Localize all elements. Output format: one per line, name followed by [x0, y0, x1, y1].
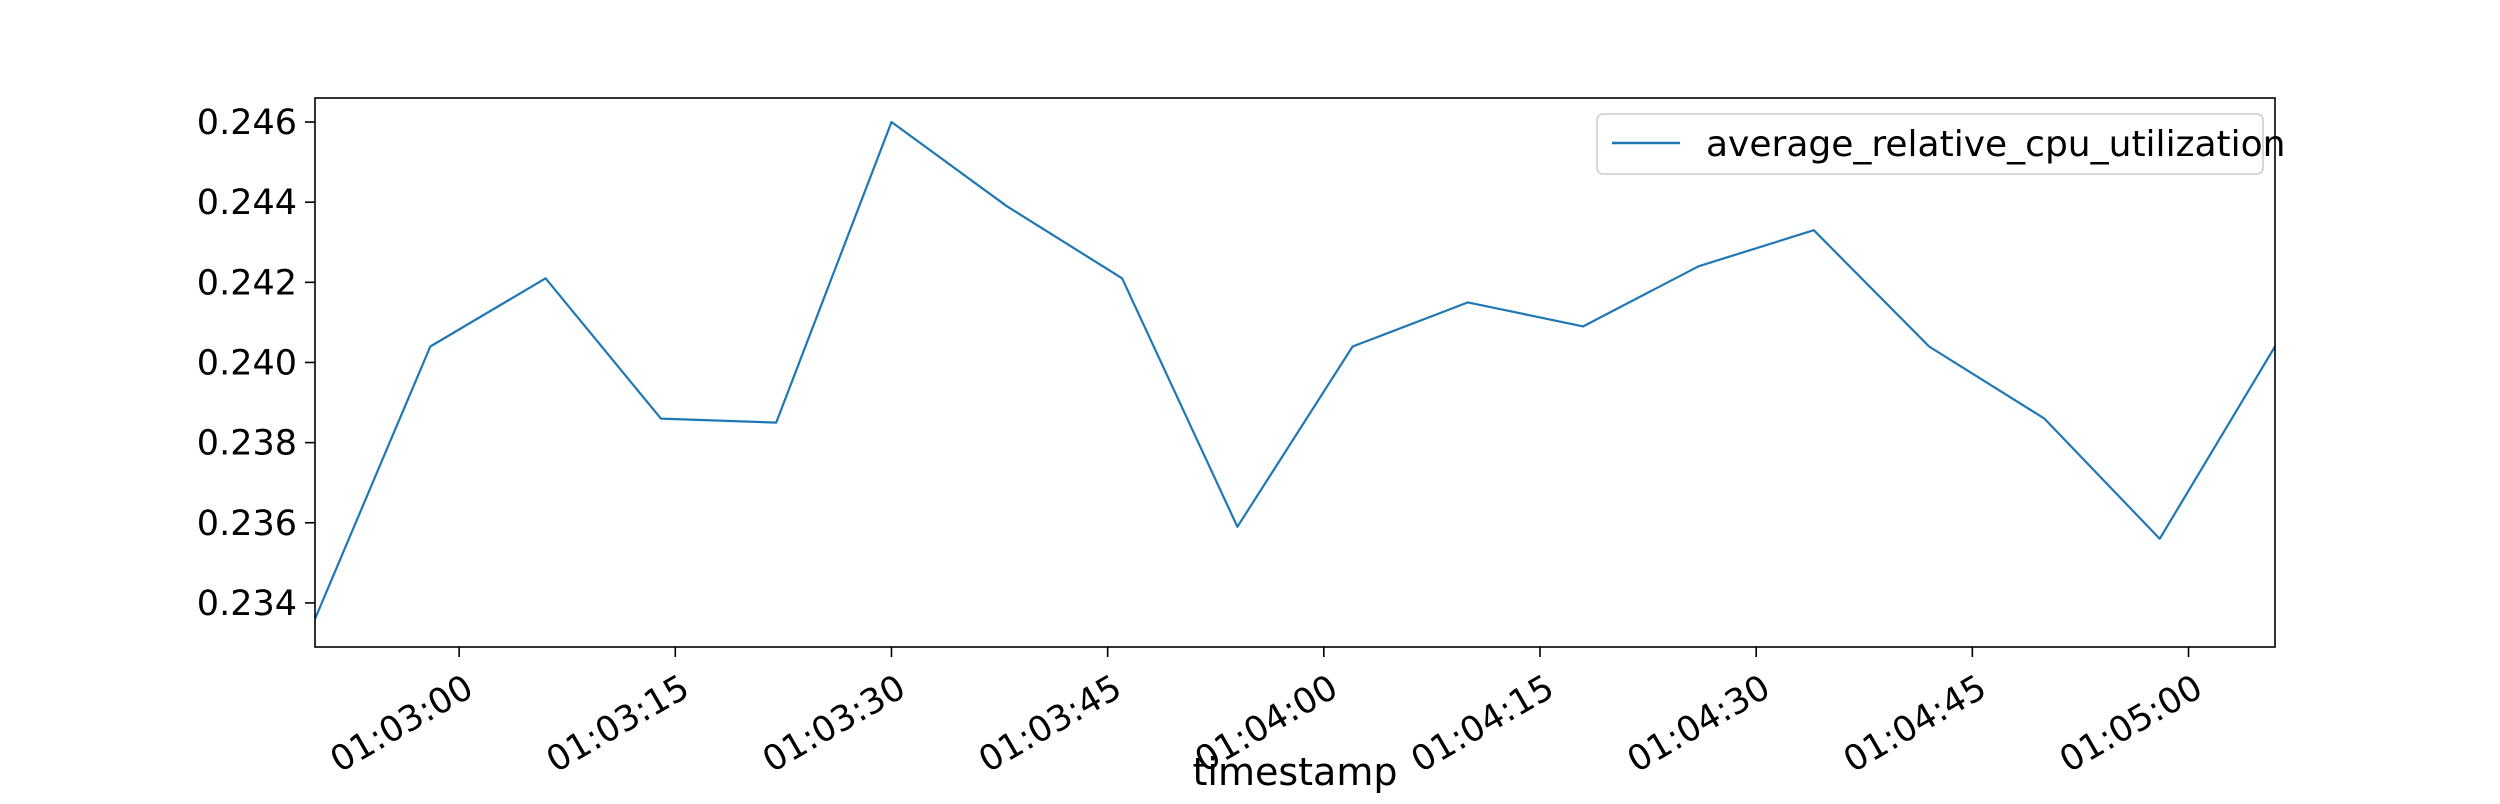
x-tick-label: 01:03:45: [972, 668, 1128, 781]
x-tick-label: 01:04:30: [1621, 668, 1777, 781]
x-axis-title: timestamp: [1193, 750, 1398, 794]
y-axis: 0.234 0.236 0.238 0.240 0.242 0.244 0.246: [197, 103, 315, 624]
y-tick-label: 0.244: [197, 183, 297, 223]
x-tick-label: 01:04:15: [1405, 668, 1561, 781]
y-tick-label: 0.240: [197, 343, 297, 383]
x-tick-label: 01:04:45: [1837, 668, 1993, 781]
x-tick-label: 01:03:00: [324, 668, 480, 781]
legend[interactable]: average_relative_cpu_utilization: [1596, 113, 2285, 175]
x-tick-label: 01:03:15: [540, 668, 696, 781]
y-tick-label: 0.238: [197, 424, 297, 464]
x-tick-label: 01:05:00: [2053, 668, 2209, 781]
legend-label: average_relative_cpu_utilization: [1706, 124, 2285, 165]
y-tick-label: 0.234: [197, 584, 297, 624]
y-tick-label: 0.236: [197, 504, 297, 544]
series-group: [313, 120, 2276, 620]
series-line: [313, 120, 2276, 620]
plot-area-frame: [314, 97, 2276, 648]
y-tick-label: 0.246: [197, 103, 297, 143]
y-tick-label: 0.242: [197, 263, 297, 303]
legend-box: [1596, 113, 2264, 175]
x-tick-label: 01:03:30: [756, 668, 912, 781]
